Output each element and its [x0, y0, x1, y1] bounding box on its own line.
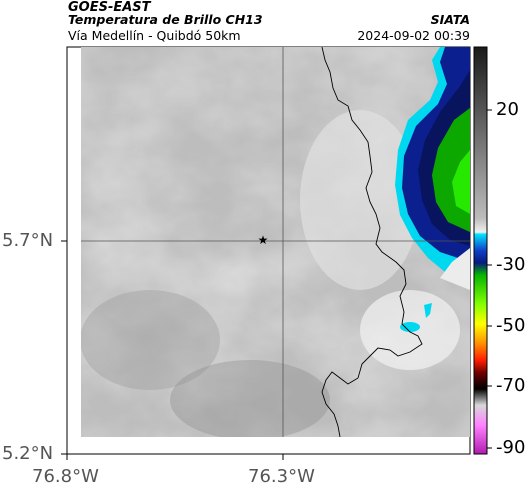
x-tick-label: 76.3°W — [248, 466, 315, 487]
colorbar-label: -50 — [496, 315, 526, 336]
satellite-image — [81, 47, 470, 437]
colorbar-label: -70 — [496, 375, 526, 396]
x-tick-label: 76.8°W — [32, 466, 99, 487]
org-label: SIATA — [430, 12, 470, 27]
department-boundary — [321, 47, 423, 437]
colorbar-label: -90 — [496, 437, 526, 458]
datetime-label: 2024-09-02 00:39 — [357, 28, 470, 43]
star-icon: ★ — [258, 233, 269, 247]
product-title: Temperatura de Brillo CH13 — [68, 12, 263, 27]
cold-spot-2 — [424, 303, 432, 318]
route-subtitle: Vía Medellín - Quibdó 50km — [68, 28, 241, 43]
cloud-light-fringe — [440, 248, 470, 290]
cold-spot-1 — [400, 322, 420, 332]
y-tick-label: 5.7°N — [2, 230, 54, 251]
colorbar-label: -30 — [496, 254, 526, 275]
y-tick-label: 5.2°N — [2, 443, 54, 464]
colorbar-label: 20 — [496, 99, 519, 120]
cloud-bright-green — [452, 150, 470, 214]
colorbar — [473, 46, 488, 455]
satellite-title: GOES-EAST — [68, 0, 151, 15]
